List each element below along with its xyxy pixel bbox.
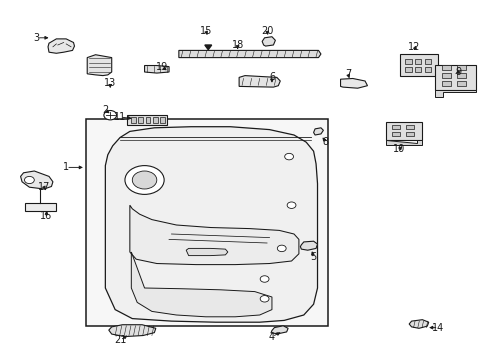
Bar (442, 73, 451, 78)
Text: 8: 8 (323, 137, 329, 147)
Polygon shape (24, 203, 56, 211)
Bar (442, 81, 451, 86)
Polygon shape (271, 326, 288, 334)
Bar (127, 115, 167, 125)
Bar (131, 117, 136, 123)
Circle shape (277, 245, 286, 252)
Polygon shape (87, 55, 112, 76)
Circle shape (132, 171, 157, 189)
Circle shape (285, 153, 294, 160)
Circle shape (125, 166, 164, 194)
Bar (415, 67, 421, 72)
Text: 15: 15 (199, 26, 212, 36)
Polygon shape (179, 50, 321, 58)
Bar (457, 73, 465, 78)
Polygon shape (314, 128, 323, 135)
Polygon shape (262, 37, 275, 46)
Bar (138, 117, 143, 123)
Circle shape (104, 111, 117, 120)
Polygon shape (205, 45, 212, 50)
Circle shape (260, 296, 269, 302)
Bar (415, 59, 421, 64)
Circle shape (287, 202, 296, 208)
Text: 20: 20 (261, 26, 273, 36)
Circle shape (24, 176, 34, 184)
Polygon shape (131, 252, 272, 317)
Text: 17: 17 (38, 182, 50, 192)
Text: 6: 6 (269, 72, 275, 82)
Text: 5: 5 (311, 252, 317, 262)
Bar (392, 132, 400, 136)
Text: 11: 11 (114, 112, 126, 122)
Bar (153, 117, 158, 123)
Bar (405, 59, 412, 64)
Bar (400, 54, 438, 76)
Text: 16: 16 (40, 211, 53, 221)
Polygon shape (21, 171, 53, 189)
Polygon shape (109, 325, 156, 337)
Bar (392, 125, 400, 129)
Text: 3: 3 (34, 33, 40, 43)
Bar (146, 117, 150, 123)
Polygon shape (341, 78, 368, 88)
Polygon shape (186, 248, 228, 256)
Text: 7: 7 (345, 69, 351, 79)
Text: 14: 14 (433, 323, 445, 333)
Text: 2: 2 (102, 105, 108, 115)
Text: 21: 21 (114, 335, 126, 345)
Polygon shape (239, 76, 280, 87)
Polygon shape (386, 140, 422, 145)
Bar (86, 119, 328, 326)
Bar (160, 117, 165, 123)
Circle shape (260, 276, 269, 282)
Text: 9: 9 (455, 67, 461, 77)
Text: 1: 1 (63, 162, 69, 172)
Text: 10: 10 (393, 144, 405, 154)
Polygon shape (409, 320, 429, 328)
Bar (406, 132, 414, 136)
Bar (457, 81, 465, 86)
Polygon shape (130, 205, 299, 265)
Bar (425, 59, 431, 64)
Text: 12: 12 (408, 42, 420, 52)
Bar (435, 65, 476, 90)
Polygon shape (300, 241, 318, 250)
Bar (386, 122, 422, 140)
Text: 13: 13 (104, 78, 117, 88)
Bar (405, 67, 412, 72)
Polygon shape (105, 127, 318, 322)
Bar (442, 65, 451, 70)
Bar (425, 67, 431, 72)
Bar (406, 125, 414, 129)
Polygon shape (435, 90, 476, 97)
Text: 19: 19 (156, 62, 168, 72)
Text: 4: 4 (269, 332, 275, 342)
Bar (457, 65, 465, 70)
Polygon shape (48, 39, 74, 53)
Text: 18: 18 (232, 40, 244, 50)
Polygon shape (145, 66, 169, 73)
